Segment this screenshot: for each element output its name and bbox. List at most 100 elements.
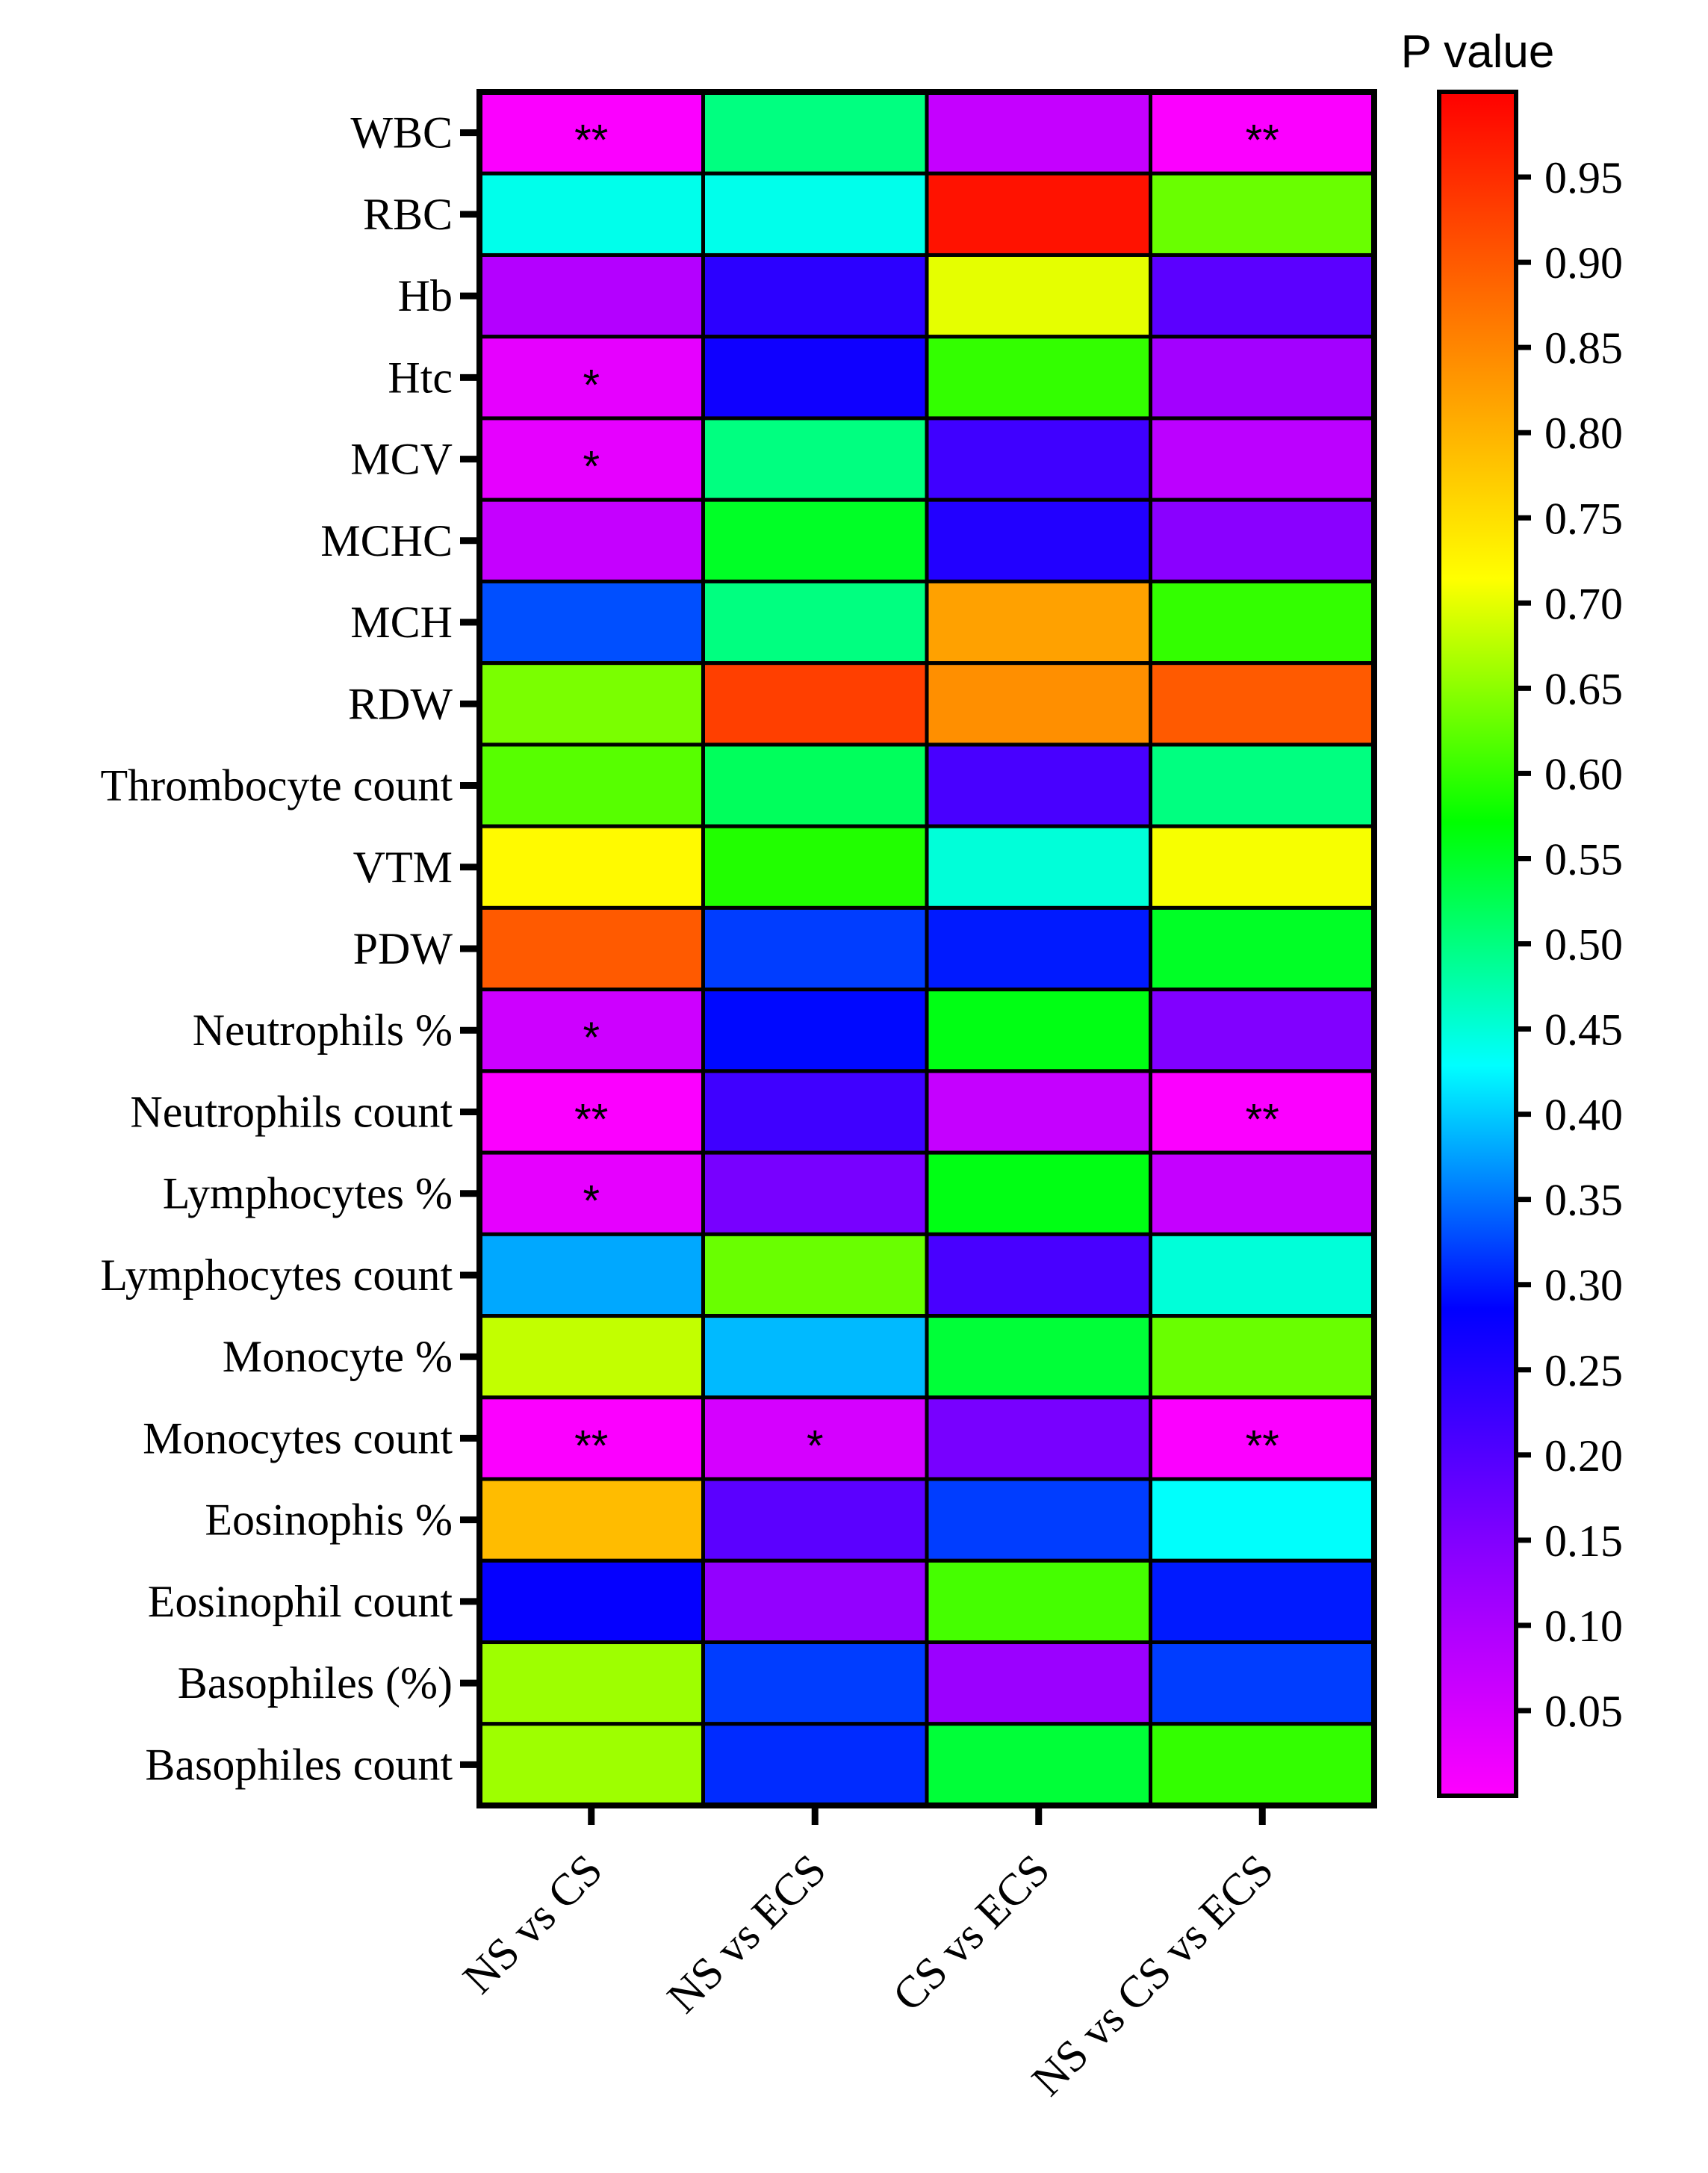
heatmap-cell-wbc-ns-vs-cs-vs-ecs	[1149, 90, 1376, 176]
heatmap-cell-monocyte-ns-vs-ecs	[701, 1314, 929, 1400]
heatmap-cell-lymphocytes-count-ns-vs-cs-vs-ecs	[1149, 1232, 1376, 1318]
heatmap-cell-neutrophils-ns-vs-cs-vs-ecs	[1149, 988, 1376, 1073]
heatmap-cell-lymphocytes-cs-vs-ecs	[925, 1150, 1152, 1236]
colorbar-tick-label: 0.75	[1544, 494, 1623, 543]
row-label-basophiles-count: Basophiles count	[145, 1740, 453, 1789]
heatmap-cell-lymphocytes-ns-vs-ecs	[701, 1150, 929, 1236]
colorbar: P value 0.05 0.10 0.15 0.20 0.25 0.30 0.35 0.40…	[1401, 26, 1623, 1798]
heatmap-cell-pdw-cs-vs-ecs	[925, 905, 1152, 992]
heatmap-cell-neutrophils-cs-vs-ecs	[925, 988, 1152, 1073]
colorbar-tick-label: 0.20	[1544, 1431, 1623, 1481]
significance-marker: **	[1246, 117, 1279, 165]
heatmap-cell-mchc-ns-vs-cs	[477, 497, 705, 583]
row-label-neutrophils-count: Neutrophils count	[130, 1087, 453, 1136]
row-label-eosinophil-count: Eosinophil count	[148, 1577, 453, 1626]
heatmap-cell-hb-ns-vs-cs	[477, 252, 705, 339]
heatmap-cell-monocyte-cs-vs-ecs	[925, 1314, 1152, 1400]
row-label-neutrophils: Neutrophils %	[193, 1005, 453, 1055]
row-label-monocytes-count: Monocytes count	[143, 1413, 453, 1463]
heatmap-cell-basophiles-ns-vs-cs	[477, 1640, 705, 1726]
row-label-hb: Hb	[398, 271, 453, 320]
heatmap-cell-eosinophis-ns-vs-ecs	[701, 1477, 929, 1563]
heatmap-cell-mchc-cs-vs-ecs	[925, 497, 1152, 583]
colorbar-tick-label: 0.55	[1544, 834, 1623, 884]
heatmap-cell-basophiles-count-ns-vs-cs-vs-ecs	[1149, 1722, 1376, 1808]
heatmap-cell-basophiles-count-ns-vs-cs	[477, 1722, 705, 1808]
heatmap-cell-hb-ns-vs-cs-vs-ecs	[1149, 252, 1376, 339]
colorbar-tick-label: 0.15	[1544, 1516, 1623, 1566]
row-labels: WBC RBC Hb Htc MCV MCHC MCH RDW Thrombocyte coun…	[100, 108, 479, 1789]
heatmap-cell-hb-ns-vs-ecs	[701, 252, 929, 339]
heatmap-cell-mch-ns-vs-ecs	[701, 579, 929, 666]
column-label-cs-vs-ecs: CS vs ECS	[883, 1845, 1059, 2021]
significance-marker: **	[574, 117, 608, 165]
heatmap-cell-monocytes-count-ns-vs-ecs	[701, 1395, 929, 1481]
heatmap-cell-mch-ns-vs-cs	[477, 579, 705, 666]
heatmap-cell-rbc-ns-vs-cs-vs-ecs	[1149, 171, 1376, 257]
heatmap-cell-monocytes-count-cs-vs-ecs	[925, 1395, 1152, 1481]
row-label-rdw: RDW	[348, 679, 453, 728]
colorbar-tick-label: 0.10	[1544, 1602, 1623, 1651]
heatmap-cell-mcv-cs-vs-ecs	[925, 416, 1152, 502]
heatmap-cell-basophiles-ns-vs-ecs	[701, 1640, 929, 1726]
row-label-vtm: VTM	[353, 843, 453, 892]
heatmap-cell-htc-ns-vs-ecs	[701, 335, 929, 421]
colorbar-tick-label: 0.95	[1544, 153, 1623, 202]
heatmap-cell-vtm-ns-vs-cs	[477, 824, 705, 910]
heatmap-cell-wbc-cs-vs-ecs	[925, 90, 1152, 176]
significance-marker: **	[574, 1422, 608, 1470]
row-label-eosinophis: Eosinophis %	[205, 1495, 453, 1545]
heatmap-cell-lymphocytes-count-ns-vs-ecs	[701, 1232, 929, 1318]
heatmap-cell-eosinophil-count-ns-vs-ecs	[701, 1558, 929, 1645]
heatmap-cell-neutrophils-count-cs-vs-ecs	[925, 1069, 1152, 1155]
heatmap-cell-wbc-ns-vs-ecs	[701, 90, 929, 176]
significance-marker: **	[574, 1095, 608, 1144]
row-label-mcv: MCV	[350, 435, 453, 484]
colorbar-tick-label: 0.45	[1544, 1005, 1623, 1055]
heatmap-cell-monocyte-ns-vs-cs-vs-ecs	[1149, 1314, 1376, 1400]
heatmap-cell-rdw-ns-vs-ecs	[701, 661, 929, 747]
column-label-ns-vs-cs: NS vs CS	[453, 1845, 612, 2003]
heatmap-cell-eosinophil-count-cs-vs-ecs	[925, 1558, 1152, 1645]
row-label-mch: MCH	[350, 598, 453, 647]
heatmap-cell-mch-cs-vs-ecs	[925, 579, 1152, 666]
heatmap-cell-mcv-ns-vs-ecs	[701, 416, 929, 502]
heatmap-cell-rbc-cs-vs-ecs	[925, 171, 1152, 257]
heatmap-cell-basophiles-cs-vs-ecs	[925, 1640, 1152, 1726]
heatmap-cell-eosinophil-count-ns-vs-cs	[477, 1558, 705, 1645]
colorbar-ticks: 0.05 0.10 0.15 0.20 0.25 0.30 0.35 0.40 0.45 0.50…	[1516, 153, 1623, 1736]
colorbar-tick-label: 0.60	[1544, 749, 1623, 799]
colorbar-tick-label: 0.50	[1544, 920, 1623, 970]
heatmap-cell-basophiles-count-cs-vs-ecs	[925, 1722, 1152, 1808]
colorbar-tick-label: 0.35	[1544, 1176, 1623, 1225]
significance-marker: *	[807, 1422, 824, 1470]
significance-markers: ** ******* ***** * **	[574, 117, 1279, 1471]
heatmap-cell-mchc-ns-vs-cs-vs-ecs	[1149, 497, 1376, 583]
heatmap-cell-thrombocyte-count-ns-vs-ecs	[701, 743, 929, 828]
heatmap-cell-vtm-cs-vs-ecs	[925, 824, 1152, 910]
row-label-thrombocyte-count: Thrombocyte count	[100, 761, 453, 810]
heatmap-cell-eosinophis-ns-vs-cs	[477, 1477, 705, 1563]
significance-marker: *	[583, 361, 600, 409]
heatmap-cell-eosinophis-ns-vs-cs-vs-ecs	[1149, 1477, 1376, 1563]
heatmap-cell-pdw-ns-vs-cs	[477, 905, 705, 992]
heatmap-cell-lymphocytes-count-cs-vs-ecs	[925, 1232, 1152, 1318]
heatmap-cell-mcv-ns-vs-cs-vs-ecs	[1149, 416, 1376, 502]
row-label-mchc: MCHC	[320, 516, 453, 565]
heatmap-cell-lymphocytes-count-ns-vs-cs	[477, 1232, 705, 1318]
heatmap-cell-htc-cs-vs-ecs	[925, 335, 1152, 421]
row-label-lymphocytes-count: Lymphocytes count	[100, 1250, 453, 1300]
heatmap-cell-mchc-ns-vs-ecs	[701, 497, 929, 583]
heatmap-cell-pdw-ns-vs-ecs	[701, 905, 929, 992]
heatmap-cell-thrombocyte-count-cs-vs-ecs	[925, 743, 1152, 828]
heatmap-cell-vtm-ns-vs-cs-vs-ecs	[1149, 824, 1376, 910]
heatmap-cell-rbc-ns-vs-ecs	[701, 171, 929, 257]
colorbar-tick-label: 0.30	[1544, 1261, 1623, 1310]
colorbar-tick-label: 0.05	[1544, 1687, 1623, 1736]
heatmap-cell-lymphocytes-ns-vs-cs-vs-ecs	[1149, 1150, 1376, 1236]
colorbar-tick-label: 0.85	[1544, 323, 1623, 373]
heatmap-cell-hb-cs-vs-ecs	[925, 252, 1152, 339]
heatmap-cell-thrombocyte-count-ns-vs-cs-vs-ecs	[1149, 743, 1376, 828]
